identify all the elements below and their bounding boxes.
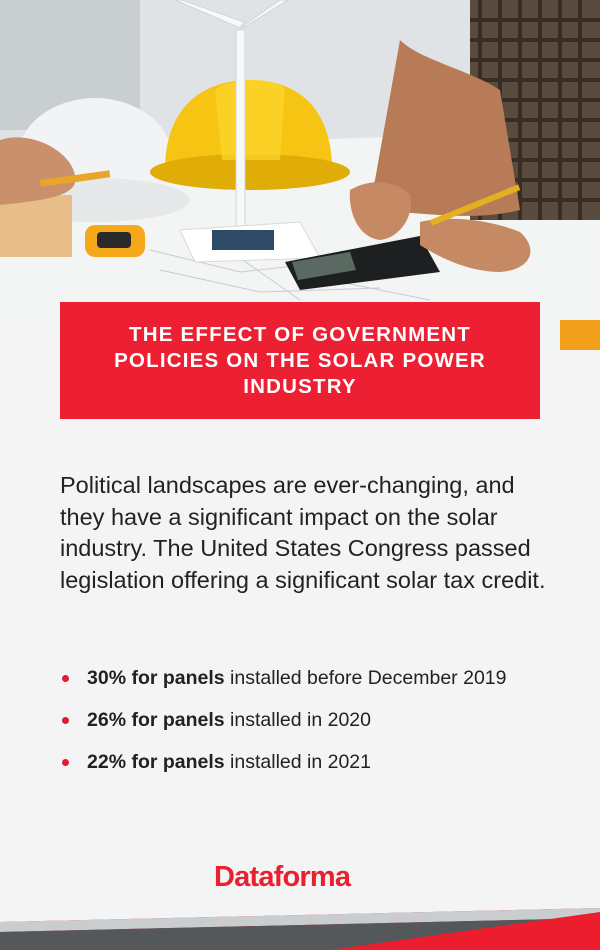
bullet-text: installed in 2020	[224, 709, 371, 731]
footer-stripe	[0, 908, 600, 950]
bullet-text: installed in 2021	[224, 751, 371, 773]
bullet-dot-icon	[62, 717, 69, 724]
bullet-dot-icon	[62, 675, 69, 682]
bullet-bold-text: 22% for panels	[87, 751, 225, 773]
list-item: 26% for panels installed in 2020	[60, 708, 540, 733]
list-item: 22% for panels installed in 2021	[60, 750, 540, 775]
page-title: THE EFFECT OF GOVERNMENT POLICIES ON THE…	[114, 322, 486, 398]
dataforma-logo: Dataforma	[214, 861, 351, 893]
intro-paragraph: Political landscapes are ever-changing, …	[60, 472, 546, 593]
logo-text: Dataforma	[214, 861, 351, 893]
list-item: 30% for panels installed before December…	[60, 666, 540, 691]
bullet-bold-text: 30% for panels	[87, 667, 225, 689]
bullet-bold-text: 26% for panels	[87, 709, 225, 731]
bullet-dot-icon	[62, 759, 69, 766]
tax-credit-list: 30% for panels installed before December…	[60, 666, 540, 792]
title-banner: THE EFFECT OF GOVERNMENT POLICIES ON THE…	[60, 302, 540, 419]
bullet-text: installed before December 2019	[224, 667, 507, 689]
